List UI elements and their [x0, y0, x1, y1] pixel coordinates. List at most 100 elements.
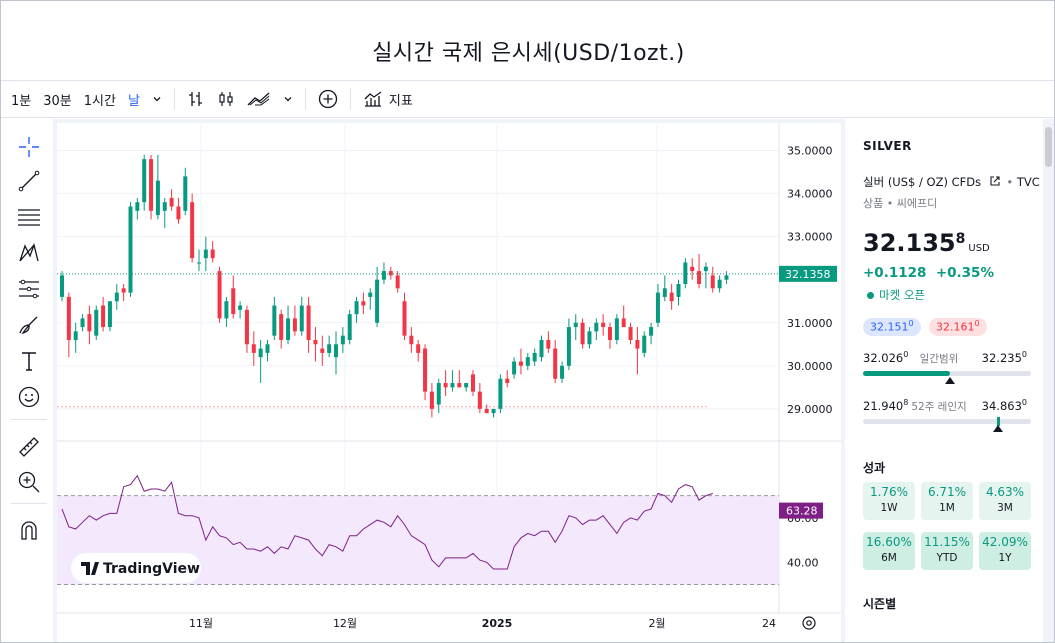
- scrollbar-thumb[interactable]: [1045, 127, 1052, 167]
- candle-body: [327, 344, 332, 353]
- indicators-icon: [364, 91, 382, 107]
- magnet-tool[interactable]: [13, 517, 45, 545]
- watermark-pill: [71, 553, 201, 583]
- price-currency: USD: [968, 243, 990, 254]
- rsi-line: [61, 474, 713, 570]
- candle-body: [320, 348, 325, 353]
- chart-type-dropdown[interactable]: [277, 85, 299, 113]
- market-status-text: 마켓 오픈: [879, 288, 925, 302]
- candle-body: [251, 344, 256, 353]
- crosshair-tool[interactable]: [13, 133, 45, 161]
- perf-tile-1m[interactable]: 6.71% 1M: [921, 482, 973, 520]
- day-high-main: 32.235: [981, 350, 1022, 365]
- candle-body: [436, 383, 441, 405]
- chart-settings-icon[interactable]: [802, 616, 816, 630]
- perf-tile-6m[interactable]: 16.60% 6M: [863, 532, 915, 570]
- fib-lines-icon: [18, 209, 40, 226]
- text-tool[interactable]: [13, 347, 45, 375]
- panel-scrollbar[interactable]: [1043, 119, 1054, 642]
- interval-1d[interactable]: 날: [127, 93, 140, 109]
- day-high-fraction: 0: [1021, 350, 1027, 359]
- candle-body: [580, 322, 585, 345]
- candle-body: [443, 383, 448, 388]
- candle-type-button[interactable]: [211, 85, 241, 113]
- price-tick-label: 30.0000: [787, 360, 833, 373]
- candle-body: [587, 331, 592, 345]
- interval-1m[interactable]: 1분: [11, 93, 32, 109]
- symbol-description: 실버 (US$ / OZ) CFDs • TVC: [863, 174, 1040, 190]
- time-tick-label: 2025: [482, 617, 513, 630]
- bid-fraction: 0: [908, 319, 914, 328]
- perf-tile-3m[interactable]: 4.63% 3M: [979, 482, 1031, 520]
- bid-pill: 32.1510: [863, 318, 921, 336]
- indicators-button[interactable]: 지표: [357, 85, 419, 113]
- bar-type-button[interactable]: [181, 85, 211, 113]
- candle-body: [244, 309, 249, 345]
- last-price-tag: [779, 265, 837, 282]
- candle-body: [669, 292, 674, 302]
- status-dot-icon: [867, 292, 874, 299]
- symbol-name: SILVER: [863, 139, 912, 153]
- rsi-last-tag: [779, 502, 823, 519]
- candle-body: [80, 318, 85, 328]
- day-range-fill: [863, 371, 951, 376]
- price-chart[interactable]: 35.0000 34.0000 33.0000 31.0000 30.0000 29.00…: [57, 123, 841, 643]
- candle-body: [608, 327, 612, 340]
- forecast-tool[interactable]: [13, 275, 45, 303]
- measure-tool[interactable]: [13, 433, 45, 461]
- candle-body: [197, 262, 201, 264]
- candle-body: [279, 314, 284, 340]
- price-change: +0.1128 +0.35%: [863, 265, 994, 281]
- candle-body: [703, 266, 708, 272]
- ask-pill: 32.1610: [929, 318, 987, 336]
- candle-body: [601, 322, 606, 328]
- candle-body: [155, 180, 160, 216]
- perf-tile-1y[interactable]: 42.09% 1Y: [979, 532, 1031, 570]
- external-link-icon[interactable]: [989, 175, 1001, 187]
- zoom-tool[interactable]: [13, 468, 45, 496]
- week-low-main: 21.940: [863, 398, 904, 413]
- perf-period: 3M: [997, 502, 1013, 514]
- brush-tool[interactable]: [13, 311, 45, 339]
- symbol-description-text: 실버 (US$ / OZ) CFDs: [863, 175, 982, 189]
- candle-body: [60, 275, 64, 297]
- last-price-main: 32.135: [863, 229, 956, 257]
- price-tick-label: 29.0000: [787, 403, 833, 416]
- week-low-fraction: 8: [903, 398, 909, 407]
- chart-area[interactable]: 35.0000 34.0000 33.0000 31.0000 30.0000 29.00…: [57, 119, 841, 643]
- perf-tile-ytd[interactable]: 11.15% YTD: [921, 532, 973, 570]
- perf-tile-1w[interactable]: 1.76% 1W: [863, 482, 915, 520]
- candle-body: [149, 159, 154, 211]
- candle-body: [505, 378, 510, 384]
- seasonals-title: 시즌별: [863, 597, 897, 611]
- day-range-marker-icon: [945, 377, 956, 384]
- interval-1h[interactable]: 1시간: [83, 93, 116, 109]
- candle-body: [429, 391, 434, 409]
- fib-tool[interactable]: [13, 203, 45, 231]
- price-tick-label: 31.0000: [787, 317, 833, 330]
- day-range-label: 일간범위: [919, 353, 959, 365]
- week-low: 21.9408: [863, 398, 908, 413]
- area-type-button[interactable]: [241, 85, 277, 113]
- leftbar-divider: [11, 419, 47, 420]
- candle-body: [628, 327, 633, 340]
- page-title: 실시간 국제 은시세(USD/1ozt.): [372, 41, 685, 66]
- candle-body: [553, 348, 558, 379]
- pattern-tool[interactable]: [13, 239, 45, 267]
- candle-body: [621, 318, 626, 328]
- candle-body: [532, 352, 537, 362]
- compare-button[interactable]: [312, 85, 344, 113]
- candle-body: [423, 348, 428, 392]
- chevron-down-icon: [153, 97, 161, 102]
- trendline-tool[interactable]: [13, 167, 45, 195]
- emoji-tool[interactable]: [13, 383, 45, 411]
- week-range-marker-icon: [993, 425, 1004, 432]
- candle-body: [416, 344, 421, 353]
- interval-dropdown[interactable]: [146, 85, 168, 113]
- candle-body: [464, 383, 469, 388]
- perf-period: 1W: [880, 502, 898, 514]
- week-range-fill: [997, 417, 1001, 426]
- interval-30m[interactable]: 30분: [43, 93, 72, 109]
- tradingview-watermark: TradingView: [71, 553, 201, 583]
- candle-body: [491, 408, 496, 414]
